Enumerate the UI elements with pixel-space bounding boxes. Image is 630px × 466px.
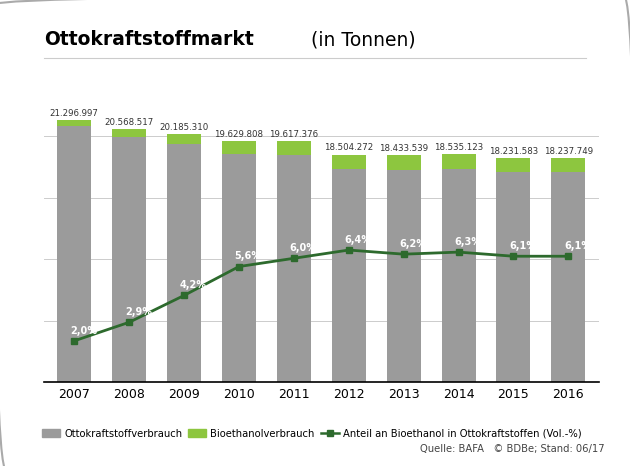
Text: 18.504.272: 18.504.272 <box>324 144 374 152</box>
Bar <box>112 129 146 137</box>
Text: 18.433.539: 18.433.539 <box>379 144 428 153</box>
Text: Quelle: BAFA   © BDBe; Stand: 06/17: Quelle: BAFA © BDBe; Stand: 06/17 <box>420 445 605 454</box>
Text: 18.237.749: 18.237.749 <box>544 147 593 156</box>
Bar <box>551 171 585 382</box>
Bar <box>277 155 311 382</box>
Bar <box>57 120 91 125</box>
Bar <box>332 169 366 382</box>
Bar <box>57 125 91 382</box>
Text: 6,2%: 6,2% <box>399 239 427 249</box>
Bar <box>332 155 366 169</box>
Text: Ottokraftstoffmarkt: Ottokraftstoffmarkt <box>44 30 254 49</box>
Bar <box>442 169 476 382</box>
Text: 20.568.517: 20.568.517 <box>105 118 154 127</box>
Text: 6,1%: 6,1% <box>509 241 536 251</box>
Text: 6,0%: 6,0% <box>289 243 316 253</box>
Text: 5,6%: 5,6% <box>234 251 261 261</box>
Text: 4,2%: 4,2% <box>180 280 207 290</box>
Bar <box>551 158 585 171</box>
Bar <box>387 156 421 170</box>
Bar <box>277 141 311 155</box>
Bar <box>442 154 476 169</box>
Text: 21.296.997: 21.296.997 <box>50 109 99 118</box>
Bar <box>222 141 256 154</box>
Text: 18.535.123: 18.535.123 <box>434 143 483 152</box>
Legend: Ottokraftstoffverbrauch, Bioethanolverbrauch, Anteil an Bioethanol in Ottokrafts: Ottokraftstoffverbrauch, Bioethanolverbr… <box>38 425 585 443</box>
Text: 20.185.310: 20.185.310 <box>159 123 209 132</box>
Text: 6,1%: 6,1% <box>564 241 591 251</box>
Text: 6,3%: 6,3% <box>454 237 481 247</box>
Bar <box>222 154 256 382</box>
Text: 6,4%: 6,4% <box>345 235 371 245</box>
Text: 19.617.376: 19.617.376 <box>269 130 318 139</box>
Bar <box>496 171 530 382</box>
Bar <box>167 144 201 382</box>
Text: 19.629.808: 19.629.808 <box>214 130 263 138</box>
Bar <box>387 170 421 382</box>
Text: 2,9%: 2,9% <box>125 307 152 317</box>
Text: 2,0%: 2,0% <box>70 326 97 336</box>
Bar <box>167 134 201 144</box>
Text: 18.231.583: 18.231.583 <box>489 147 538 156</box>
Text: (in Tonnen): (in Tonnen) <box>305 30 416 49</box>
Bar <box>112 137 146 382</box>
Bar <box>496 158 530 171</box>
